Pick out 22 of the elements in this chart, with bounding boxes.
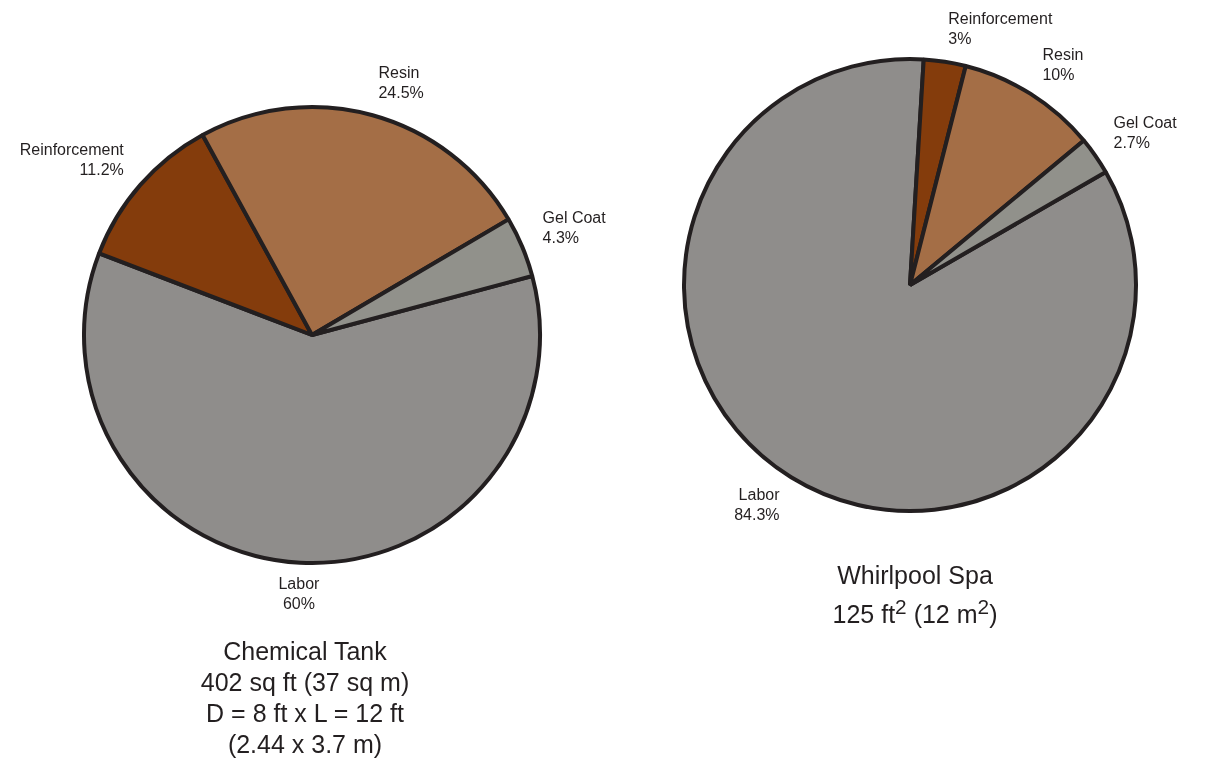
slice-label: Labor	[738, 486, 781, 504]
slice-label: Gel Coat	[542, 208, 607, 226]
text: Chemical Tank	[222, 636, 388, 667]
data-label: 2.7%	[1113, 133, 1150, 151]
data-label: 60%	[282, 595, 315, 613]
text: D = 8 ft x L = 12 ft	[205, 698, 405, 729]
data-label: 10%	[1042, 65, 1075, 83]
data-label: 24.5%	[378, 84, 424, 102]
data-label: 84.3%	[734, 506, 780, 524]
slice-label: Reinforcement	[19, 140, 125, 158]
slice-label: Resin	[378, 64, 420, 82]
text: 125 ft$^{2}$ (12 m$^{2}$)	[831, 594, 999, 631]
text: (2.44 x 3.7 m)	[226, 729, 384, 760]
text: Whirlpool Spa	[836, 560, 994, 591]
slice-label: Reinforcement	[948, 10, 1053, 28]
slice-label: Resin	[1042, 45, 1084, 63]
data-label: 4.3%	[542, 228, 580, 246]
data-label: 3%	[948, 30, 972, 48]
data-label: 11.2%	[79, 160, 124, 178]
slice-label: Labor	[278, 575, 321, 593]
text: 402 sq ft (37 sq m)	[199, 667, 411, 698]
slice-label: Gel Coat	[1113, 113, 1178, 131]
